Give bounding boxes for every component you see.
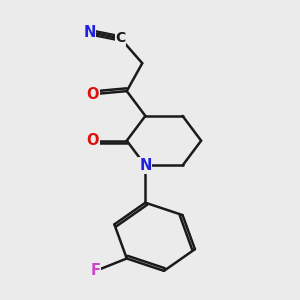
Text: F: F [91,263,101,278]
Text: C: C [116,32,126,45]
Text: O: O [86,87,99,102]
Text: N: N [83,25,96,40]
Text: N: N [139,158,152,173]
Text: O: O [86,133,99,148]
